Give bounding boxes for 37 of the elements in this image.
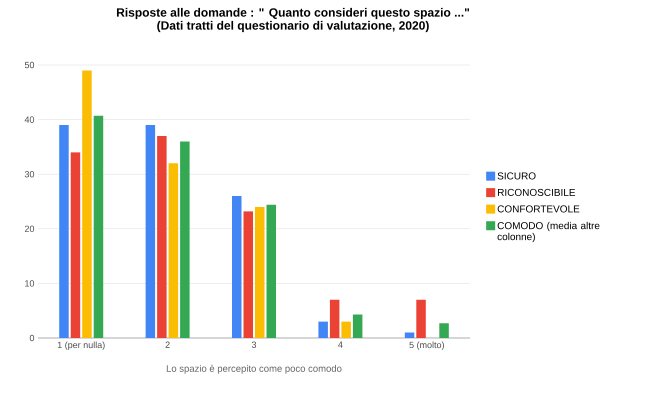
x-tick-label: 2 bbox=[166, 342, 170, 348]
x-tick-label: 1 (per nulla) bbox=[58, 342, 105, 350]
bar bbox=[439, 323, 449, 338]
bar bbox=[255, 206, 265, 338]
bar bbox=[180, 141, 190, 338]
bar bbox=[244, 211, 254, 338]
bar bbox=[94, 116, 104, 338]
chart-subtitle: (Dati tratti del questionario di valutazione, 2020) bbox=[157, 20, 429, 32]
bar bbox=[232, 196, 242, 338]
bar bbox=[404, 332, 414, 338]
legend-label: SICURO bbox=[498, 172, 536, 180]
bar bbox=[341, 322, 351, 338]
x-tick-label: 5 (molto) bbox=[409, 342, 444, 350]
y-tick-label: 30 bbox=[24, 171, 34, 178]
y-tick-label: 10 bbox=[25, 280, 34, 287]
bar bbox=[157, 136, 167, 338]
bar bbox=[266, 204, 276, 338]
bar bbox=[59, 125, 69, 338]
legend-label: COMODO (media altre colonne) bbox=[498, 222, 600, 242]
bar bbox=[82, 70, 92, 338]
y-tick-label: 20 bbox=[24, 226, 34, 232]
x-tick-label: 3 bbox=[252, 342, 256, 348]
bar bbox=[352, 314, 362, 338]
y-tick-label: 50 bbox=[24, 62, 34, 68]
bar bbox=[416, 300, 426, 338]
y-tick-label: 40 bbox=[24, 116, 34, 123]
bar bbox=[330, 300, 340, 338]
x-axis-title: Lo spazio è percepito come poco comodo bbox=[166, 364, 342, 374]
chart-title: Risposte alle domande : " Quanto consideri questo spazio ..." bbox=[116, 8, 470, 20]
bar bbox=[70, 152, 80, 338]
bar bbox=[146, 125, 156, 338]
y-tick-label: 0 bbox=[30, 334, 34, 342]
bar bbox=[168, 163, 178, 338]
legend-label: RICONOSCIBILE bbox=[498, 188, 576, 196]
x-tick-label: 4 bbox=[338, 342, 343, 348]
legend-label: CONFORTEVOLE bbox=[498, 205, 580, 212]
bar bbox=[318, 322, 328, 338]
